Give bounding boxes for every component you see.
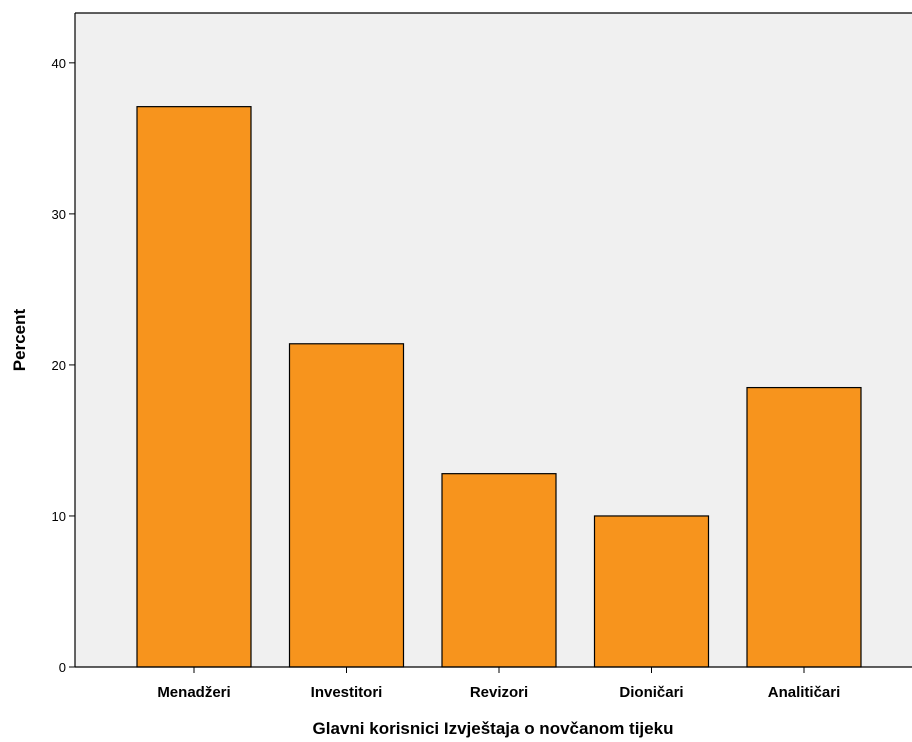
bar xyxy=(593,515,710,668)
x-tick-label: Analitičari xyxy=(768,684,841,701)
x-tick-label: Investitori xyxy=(311,684,383,701)
bar xyxy=(746,386,862,668)
y-tick-label: 30 xyxy=(52,207,66,222)
bars xyxy=(136,106,862,668)
x-tick-label: Menadžeri xyxy=(157,684,230,701)
x-ticks: Menadžeri Investitori Revizori Dioničari Ana… xyxy=(157,667,840,701)
y-tick-label: 20 xyxy=(52,358,66,373)
x-tick-label: Revizori xyxy=(470,684,528,701)
bar xyxy=(288,343,405,668)
x-tick-label: Dioničari xyxy=(619,684,683,701)
y-ticks: 0 10 20 30 40 xyxy=(52,56,75,675)
y-tick-label: 10 xyxy=(52,509,66,524)
x-axis-title: Glavni korisnici Izvještaja o novčanom t… xyxy=(313,719,674,738)
y-axis-title: Percent xyxy=(10,308,29,371)
y-tick-label: 0 xyxy=(59,660,66,675)
y-tick-label: 40 xyxy=(52,56,66,71)
bar xyxy=(441,473,557,668)
bar xyxy=(136,106,252,668)
